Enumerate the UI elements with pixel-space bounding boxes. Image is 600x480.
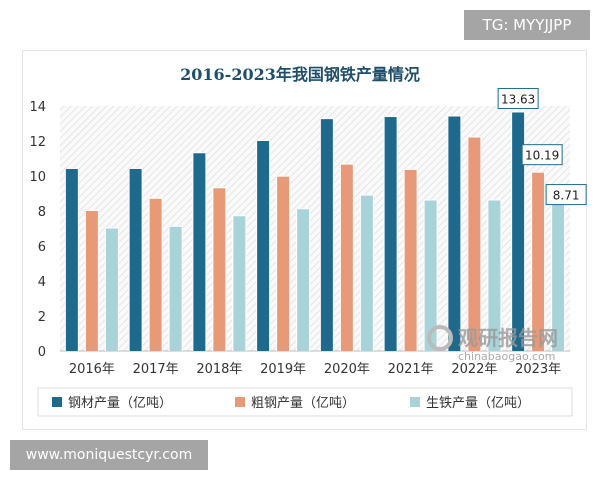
- bar-1: [85, 211, 98, 351]
- x-tick-label: 2017年: [133, 362, 179, 377]
- bar-0: [129, 169, 142, 351]
- y-tick-label: 8: [38, 205, 46, 220]
- x-tick-label: 2018年: [196, 362, 242, 377]
- y-tick-label: 12: [29, 135, 46, 150]
- y-tick-label: 4: [38, 275, 46, 290]
- data-label-box: [497, 87, 539, 109]
- x-tick-label: 2022年: [451, 362, 497, 377]
- bar-1: [149, 198, 162, 351]
- bar-2: [105, 228, 118, 351]
- bar-2: [233, 216, 246, 351]
- watermark-logo-icon: [427, 325, 453, 351]
- bar-0: [65, 169, 78, 351]
- bar-1: [213, 188, 226, 351]
- bar-0: [257, 141, 270, 351]
- bar-1: [277, 176, 290, 351]
- bar-1: [404, 169, 417, 351]
- bar-2: [424, 200, 437, 351]
- legend-swatch-1: [235, 397, 245, 407]
- data-label: 10.19: [525, 149, 559, 163]
- tag-label: TG: MYYJJPP: [464, 10, 590, 40]
- chart-frame: [22, 50, 587, 430]
- bar-1: [532, 172, 545, 351]
- x-tick-label: 2021年: [388, 362, 434, 377]
- x-tick-label: 2023年: [515, 362, 561, 377]
- x-tick-label: 2020年: [324, 362, 370, 377]
- plot-background: [60, 106, 570, 351]
- watermark-url: chinabaogao.com: [458, 350, 556, 363]
- y-tick-label: 2: [38, 310, 46, 325]
- bar-0: [448, 116, 461, 351]
- y-tick-label: 0: [38, 345, 46, 360]
- bar-0: [384, 117, 397, 352]
- watermark-name: 观研报告网: [458, 326, 558, 350]
- x-tick-label: 2016年: [69, 362, 115, 377]
- y-tick-label: 10: [29, 170, 46, 185]
- bar-0: [320, 119, 333, 351]
- bar-0: [193, 153, 206, 351]
- bar-1: [468, 137, 481, 351]
- bar-2: [297, 209, 310, 351]
- y-tick-label: 14: [29, 100, 46, 115]
- legend-label: 钢材产量（亿吨）: [68, 396, 172, 411]
- chart-title: 2016-2023年我国钢铁产量情况: [180, 65, 420, 84]
- legend-swatch-2: [410, 397, 420, 407]
- legend-swatch-0: [52, 397, 62, 407]
- data-label-box: [521, 144, 563, 166]
- bar-2: [169, 226, 182, 351]
- bar-2: [488, 200, 501, 351]
- bar-2: [552, 198, 565, 351]
- bar-2: [360, 195, 373, 351]
- site-label: www.moniquestcyr.com: [10, 440, 208, 470]
- bar-0: [512, 112, 525, 351]
- x-tick-label: 2019年: [260, 362, 306, 377]
- data-label: 13.63: [501, 92, 535, 106]
- legend-label: 粗钢产量（亿吨）: [251, 396, 355, 411]
- legend-box: [37, 387, 573, 417]
- data-label-box: [545, 184, 587, 206]
- y-tick-label: 6: [38, 240, 46, 255]
- legend-label: 生铁产量（亿吨）: [426, 396, 530, 411]
- bar-1: [340, 164, 353, 351]
- data-label: 8.71: [553, 189, 580, 203]
